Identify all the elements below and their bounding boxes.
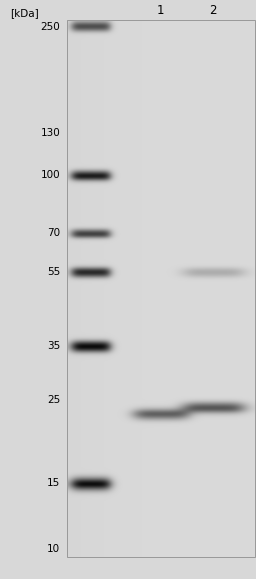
Text: 100: 100 (40, 170, 60, 180)
Text: 15: 15 (47, 478, 60, 488)
Text: [kDa]: [kDa] (10, 9, 39, 19)
Text: 2: 2 (210, 5, 217, 17)
Text: 10: 10 (47, 544, 60, 554)
Text: 70: 70 (47, 228, 60, 238)
Text: 35: 35 (47, 340, 60, 350)
Text: 250: 250 (40, 21, 60, 32)
Text: 25: 25 (47, 395, 60, 405)
Text: 55: 55 (47, 267, 60, 277)
Text: 130: 130 (40, 128, 60, 138)
Text: 1: 1 (157, 5, 164, 17)
